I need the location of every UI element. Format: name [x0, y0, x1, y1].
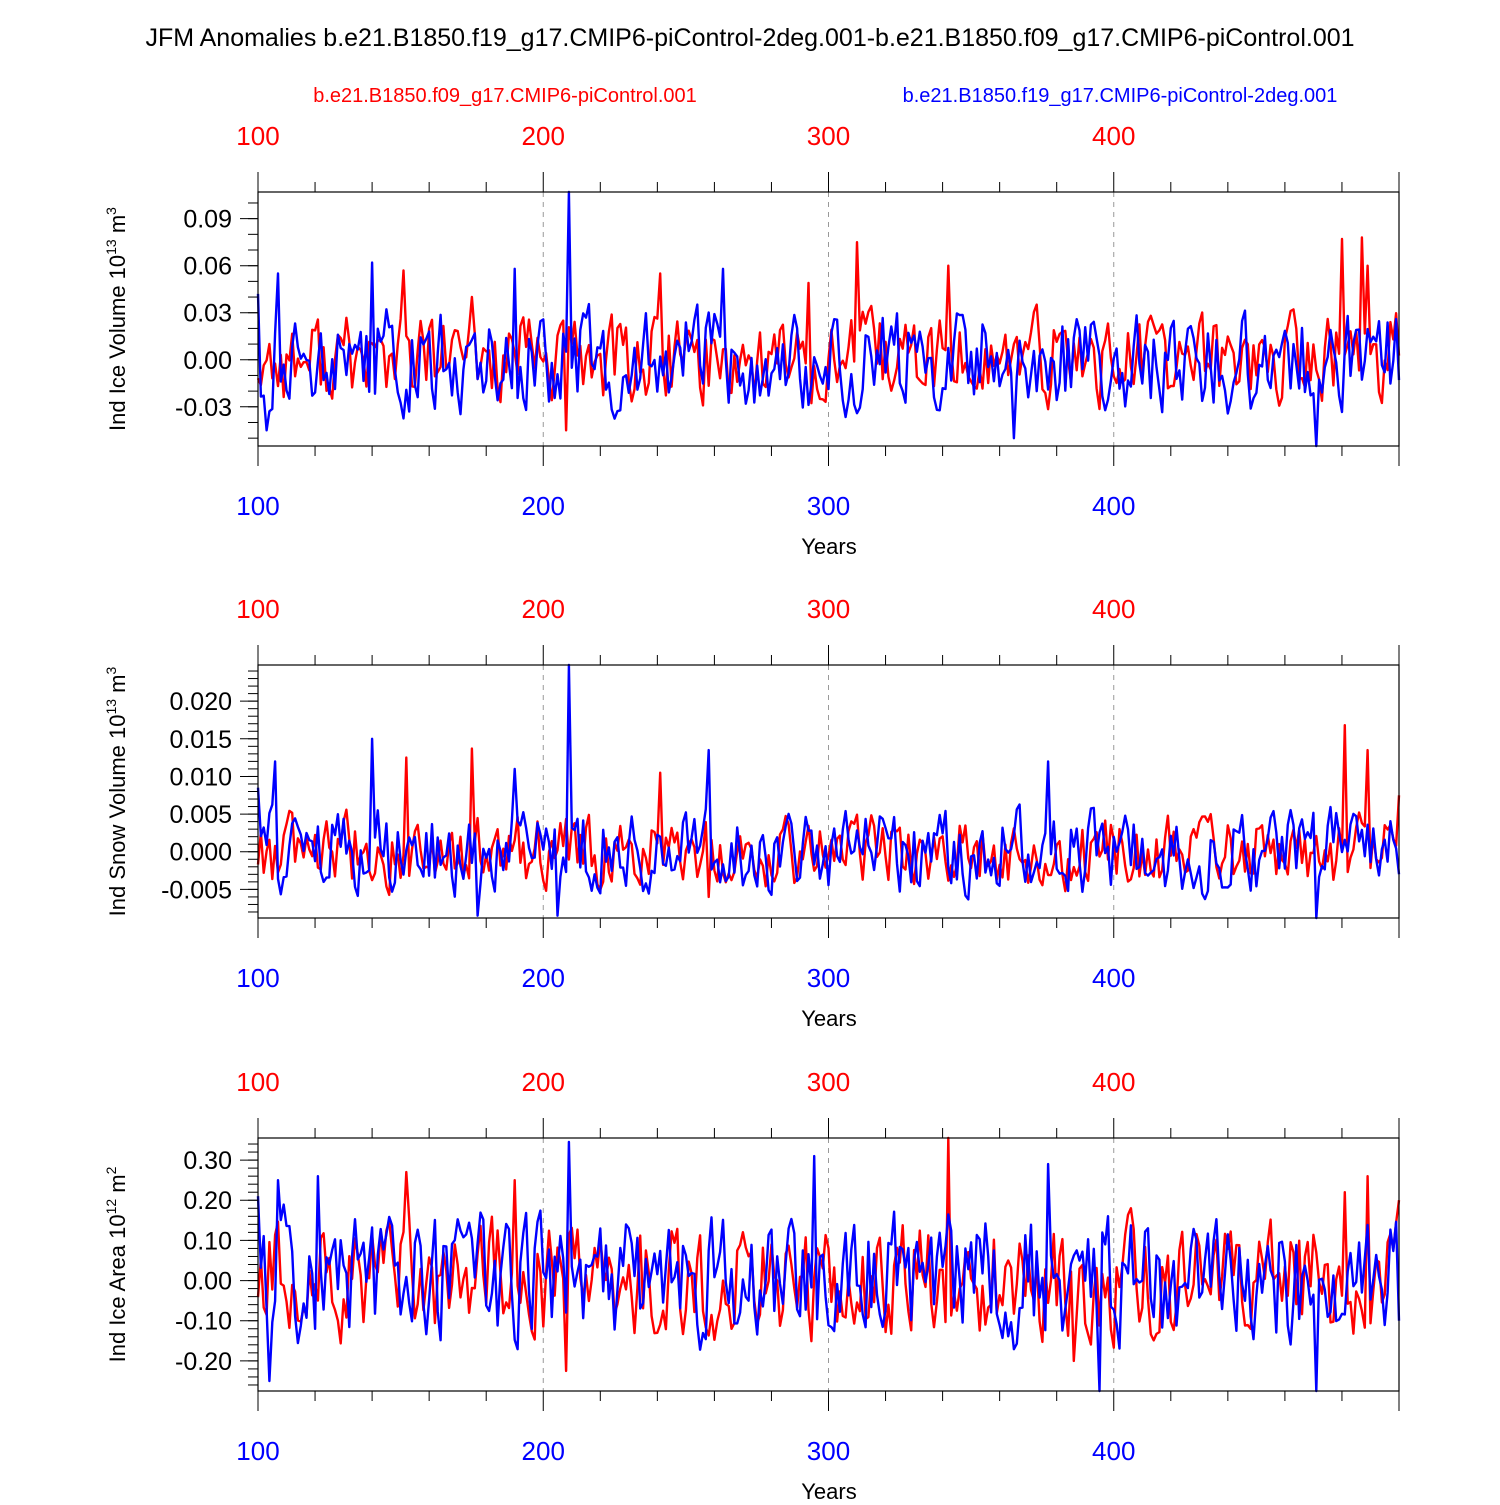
- y-tick-label: 0.06: [183, 253, 232, 281]
- x-tick-label-bottom: 400: [1092, 491, 1135, 521]
- series-line-blue: [256, 1140, 1401, 1393]
- x-tick-label-top: 200: [522, 121, 565, 151]
- y-axis-label-unit-exponent: 2: [103, 1166, 119, 1174]
- y-axis-label-unit-exponent: 3: [103, 666, 119, 674]
- x-tick-label-bottom: 200: [522, 491, 565, 521]
- x-tick-label-top: 300: [807, 121, 850, 151]
- x-tick-label-top: 100: [236, 594, 279, 624]
- x-tick-label-bottom: 100: [236, 491, 279, 521]
- panels-group: -0.03 0.00 0.03 0.06 0.09 100 100 200 200 300 300 4…: [103, 121, 1401, 1504]
- x-tick-label-bottom: 100: [236, 1436, 279, 1466]
- x-axis-label: Years: [801, 1479, 856, 1500]
- chart-panel-3: -0.20 -0.10 0.00 0.10 0.20 0.30 100 100 200 200 30…: [103, 1067, 1401, 1504]
- y-axis-label-unit: m: [105, 1174, 130, 1198]
- x-tick-label-bottom: 400: [1092, 1436, 1135, 1466]
- figure-title: JFM Anomalies b.e21.B1850.f19_g17.CMIP6-…: [145, 24, 1354, 52]
- y-tick-label: -0.20: [175, 1348, 232, 1376]
- y-axis-label-main: Ind Ice Area 10: [105, 1214, 130, 1362]
- x-tick-label-top: 200: [522, 594, 565, 624]
- series-line-red: [256, 724, 1401, 899]
- y-axis-label-unit-exponent: 3: [103, 207, 119, 215]
- chart-panel-2: -0.005 0.000 0.005 0.010 0.015 0.020 100 100 200…: [103, 594, 1401, 1031]
- y-axis-label-exponent: 12: [103, 1199, 119, 1215]
- y-axis-label: Ind Ice Volume 1013 m3: [103, 207, 130, 431]
- y-tick-label: 0.000: [169, 839, 232, 867]
- x-tick-label-top: 300: [807, 1067, 850, 1097]
- x-tick-label-top: 300: [807, 594, 850, 624]
- y-tick-label: 0.03: [183, 300, 232, 328]
- y-axis-label-unit: m: [105, 215, 130, 239]
- y-tick-label: 0.010: [169, 763, 232, 791]
- legend-red-label: b.e21.B1850.f09_g17.CMIP6-piControl.001: [313, 85, 697, 107]
- x-tick-label-top: 400: [1092, 594, 1135, 624]
- y-tick-label: 0.20: [183, 1187, 232, 1215]
- y-tick-label: 0.00: [183, 1268, 232, 1296]
- y-tick-label: 0.005: [169, 801, 232, 829]
- y-axis-label: Ind Ice Area 1012 m2: [103, 1166, 130, 1362]
- series-line-blue: [256, 663, 1401, 920]
- y-tick-label: 0.10: [183, 1227, 232, 1255]
- x-tick-label-bottom: 300: [807, 963, 850, 993]
- y-axis-label-main: Ind Snow Volume 10: [105, 715, 130, 917]
- x-tick-label-bottom: 200: [522, 963, 565, 993]
- y-tick-label: -0.03: [175, 394, 232, 422]
- y-tick-label: 0.020: [169, 688, 232, 716]
- y-tick-label: 0.015: [169, 726, 232, 754]
- x-tick-label-bottom: 400: [1092, 963, 1135, 993]
- y-axis-label-unit: m: [105, 674, 130, 698]
- x-tick-label-bottom: 200: [522, 1436, 565, 1466]
- series-line-blue: [256, 190, 1401, 448]
- y-axis-label-exponent: 13: [103, 699, 119, 715]
- x-tick-label-top: 100: [236, 1067, 279, 1097]
- y-tick-label: 0.00: [183, 347, 232, 375]
- x-tick-label-top: 400: [1092, 121, 1135, 151]
- x-tick-label-top: 200: [522, 1067, 565, 1097]
- x-tick-label-bottom: 100: [236, 963, 279, 993]
- chart-panel-1: -0.03 0.00 0.03 0.06 0.09 100 100 200 200 300 300 4…: [103, 121, 1401, 559]
- x-axis-label: Years: [801, 1006, 856, 1031]
- x-tick-label-top: 100: [236, 121, 279, 151]
- y-tick-label: -0.005: [161, 876, 232, 904]
- y-tick-label: -0.10: [175, 1308, 232, 1336]
- y-axis-label: Ind Snow Volume 1013 m3: [103, 666, 130, 916]
- x-tick-label-bottom: 300: [807, 491, 850, 521]
- x-axis-label: Years: [801, 534, 856, 559]
- y-axis-label-exponent: 13: [103, 239, 119, 255]
- x-tick-label-bottom: 300: [807, 1436, 850, 1466]
- y-tick-label: 0.09: [183, 206, 232, 234]
- y-axis-label-main: Ind Ice Volume 10: [105, 255, 130, 431]
- x-tick-label-top: 400: [1092, 1067, 1135, 1097]
- y-tick-label: 0.30: [183, 1147, 232, 1175]
- legend-blue-label: b.e21.B1850.f19_g17.CMIP6-piControl-2deg…: [903, 85, 1338, 107]
